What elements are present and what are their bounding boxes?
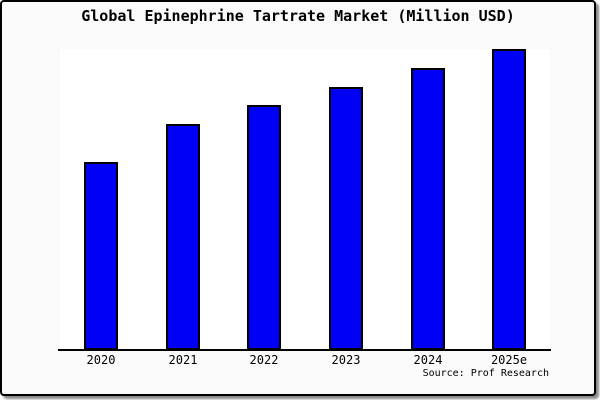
x-tick-label-2024: 2024	[413, 353, 443, 367]
chart-title: Global Epinephrine Tartrate Market (Mill…	[81, 7, 515, 25]
bar-2025e	[492, 49, 526, 350]
x-tick-label-2023: 2023	[331, 353, 361, 367]
plot-area	[60, 49, 550, 350]
bar-2022	[247, 105, 281, 350]
x-tick-label-2022: 2022	[249, 353, 279, 367]
x-axis-tick-row: 2020 2021 2022 2023 2024 2025e	[2, 353, 594, 369]
x-axis-line	[58, 349, 551, 351]
bar-2020	[84, 162, 118, 350]
bar-2024	[411, 68, 445, 350]
x-tick-label-2021: 2021	[168, 353, 198, 367]
x-tick-label-2025e: 2025e	[490, 353, 528, 367]
bar-2021	[166, 124, 200, 350]
source-credit: Source: Prof Research	[422, 368, 549, 379]
bar-2023	[329, 87, 363, 350]
x-tick-label-2020: 2020	[86, 353, 116, 367]
